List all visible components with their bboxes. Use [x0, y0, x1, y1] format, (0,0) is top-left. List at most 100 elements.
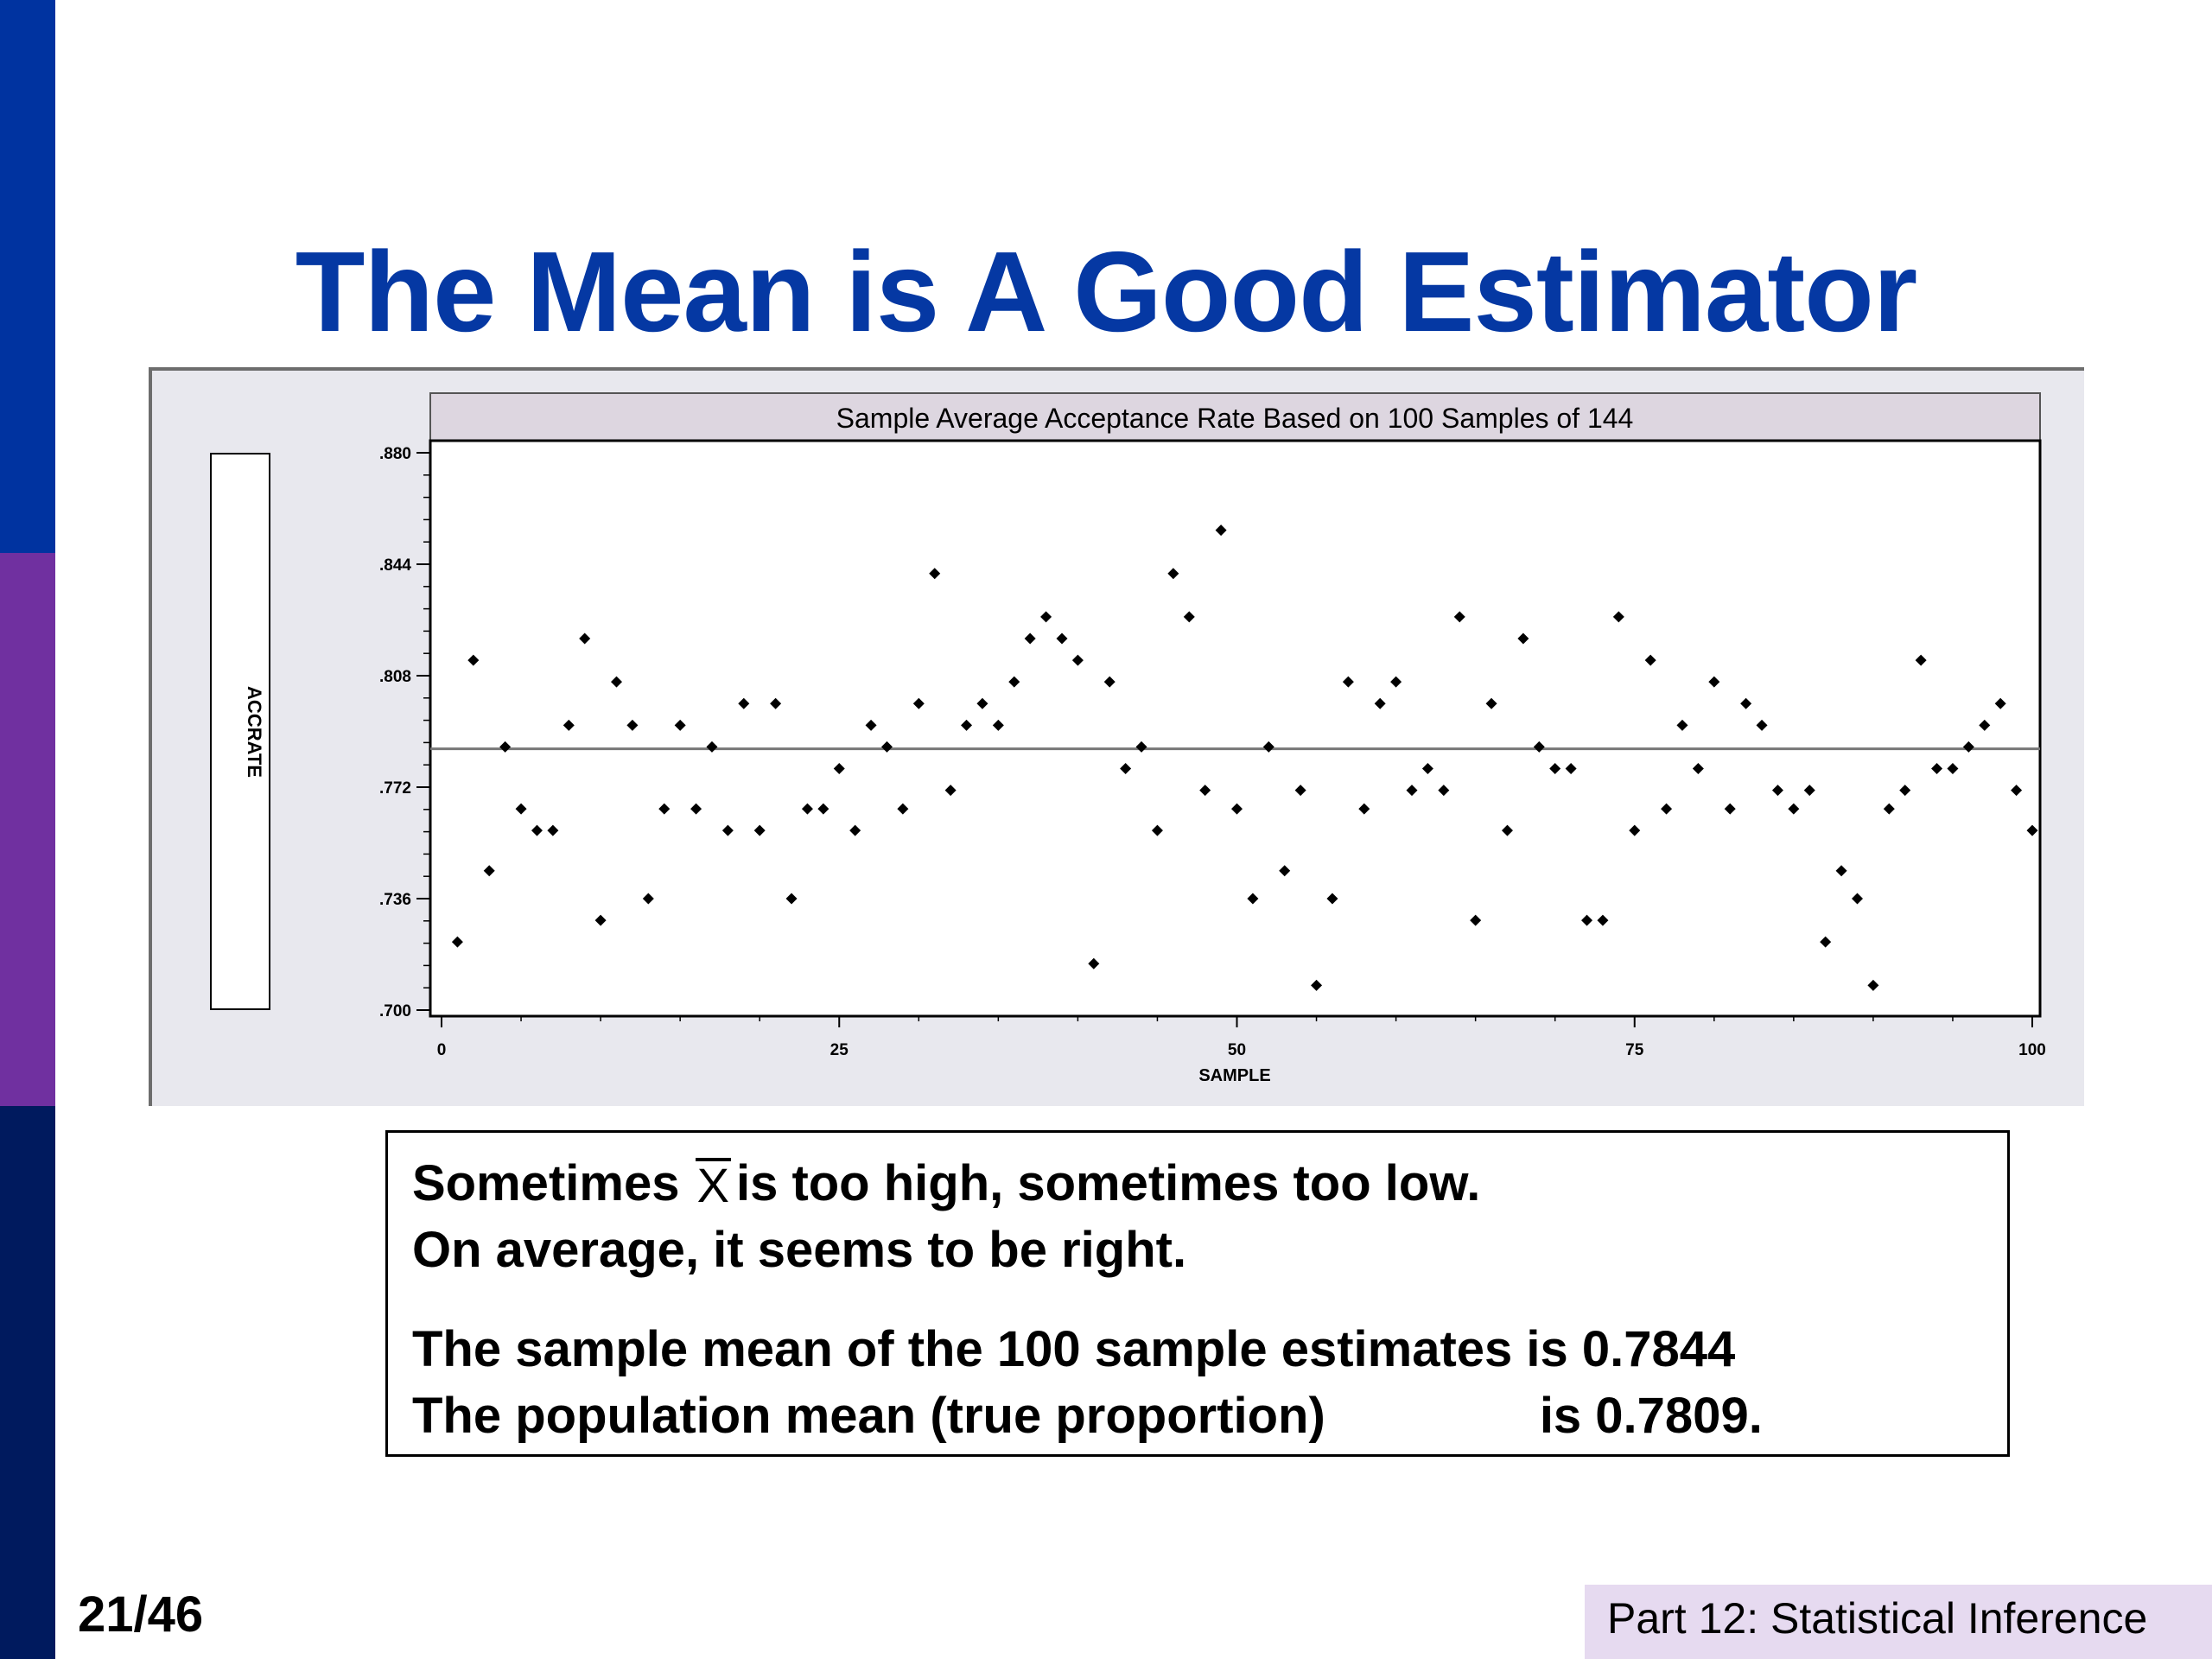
x-tick-label: 75 [1625, 1041, 1644, 1059]
data-point [1342, 676, 1354, 688]
scatter-chart: ACCRATE Sample Average Acceptance Rate B… [210, 392, 2046, 1085]
data-point [1899, 785, 1911, 797]
data-point [1692, 763, 1704, 774]
y-tick-label: .844 [379, 556, 411, 575]
data-point [992, 719, 1004, 731]
data-point [2011, 785, 2023, 797]
data-point [1947, 763, 1959, 774]
data-point [1994, 697, 2006, 709]
data-point [674, 719, 686, 731]
page-number: 21/46 [78, 1586, 204, 1643]
data-point [865, 719, 877, 731]
chart-title: Sample Average Acceptance Rate Based on … [836, 403, 1634, 434]
data-point [1979, 719, 1991, 731]
y-tick-label: .772 [379, 779, 411, 798]
data-point [706, 741, 718, 753]
data-point [770, 697, 782, 709]
data-point [1803, 785, 1815, 797]
plot-area [429, 439, 2042, 1018]
data-point [1279, 865, 1291, 877]
summary-line-1-start: Sometimes [412, 1155, 680, 1211]
data-point [1676, 719, 1688, 731]
data-point [1565, 763, 1577, 774]
data-point [1215, 524, 1227, 537]
data-point [1867, 979, 1879, 991]
data-point [961, 719, 973, 731]
data-point [1612, 611, 1624, 623]
summary-line-1-end: is too high, sometimes too low. [735, 1155, 1481, 1211]
data-point [1708, 676, 1720, 688]
data-point [1390, 676, 1402, 688]
chart-panel: ACCRATE Sample Average Acceptance Rate B… [149, 367, 2084, 1106]
sidebar-accent-middle [0, 553, 55, 1106]
data-point [1883, 803, 1895, 815]
y-tick-label: .808 [379, 668, 411, 686]
summary-line-2: On average, it seems to be right. [412, 1222, 1187, 1278]
data-point [1931, 763, 1943, 774]
data-point [1421, 763, 1433, 774]
data-point [1549, 763, 1561, 774]
sidebar-accent-top [0, 0, 55, 553]
data-point [1485, 697, 1497, 709]
data-point [1962, 741, 1974, 753]
data-point [547, 824, 559, 836]
data-point [1103, 676, 1116, 688]
data-point [976, 697, 988, 709]
data-point [1311, 979, 1323, 991]
summary-line-4-end: is 0.7809. [1539, 1388, 1763, 1444]
data-points [451, 524, 2038, 991]
data-point [658, 803, 671, 815]
data-point [1661, 803, 1673, 815]
data-point [849, 824, 861, 836]
sidebar-accent-bottom [0, 1106, 55, 1659]
data-point [1231, 803, 1243, 815]
data-point [912, 697, 925, 709]
data-point [1851, 893, 1863, 905]
data-point [451, 936, 463, 948]
data-point [1326, 893, 1338, 905]
data-point [1533, 741, 1545, 753]
data-point [1835, 865, 1847, 877]
x-tick-label: 25 [830, 1041, 849, 1059]
data-point [1008, 676, 1020, 688]
data-point [753, 824, 766, 836]
data-point [611, 676, 623, 688]
data-point [1088, 957, 1100, 969]
y-axis-label: ACCRATE [244, 686, 265, 778]
summary-line-3: The sample mean of the 100 sample estima… [412, 1321, 1736, 1377]
data-point [1071, 654, 1084, 666]
x-axis: 0 25 50 75 100 [437, 1016, 2046, 1059]
data-point [2026, 824, 2038, 836]
x-tick-label: 100 [2018, 1041, 2046, 1059]
data-point [1453, 611, 1465, 623]
footer-band: Part 12: Statistical Inference [1585, 1585, 2212, 1659]
data-point [1771, 785, 1783, 797]
data-point [833, 763, 845, 774]
data-point [467, 654, 480, 666]
x-bar-symbol: X [695, 1158, 731, 1212]
data-point [531, 824, 543, 836]
data-point [483, 865, 495, 877]
data-point [1294, 785, 1306, 797]
data-point [1199, 785, 1211, 797]
data-point [1183, 611, 1195, 623]
data-point [1040, 611, 1052, 623]
data-point [1756, 719, 1768, 731]
data-point [801, 803, 813, 815]
data-point [1581, 914, 1593, 926]
data-point [1247, 893, 1259, 905]
slide-title: The Mean is A Good Estimator [295, 228, 1917, 355]
data-point [1915, 654, 1927, 666]
data-point [626, 719, 639, 731]
data-point [785, 893, 798, 905]
data-point [721, 824, 734, 836]
data-point [1438, 785, 1450, 797]
data-point [817, 803, 830, 815]
x-tick-label: 0 [437, 1041, 447, 1059]
data-point [579, 632, 591, 645]
summary-line-4-start: The population mean (true proportion) [412, 1388, 1325, 1444]
data-point [1740, 697, 1752, 709]
data-point [1820, 936, 1832, 948]
